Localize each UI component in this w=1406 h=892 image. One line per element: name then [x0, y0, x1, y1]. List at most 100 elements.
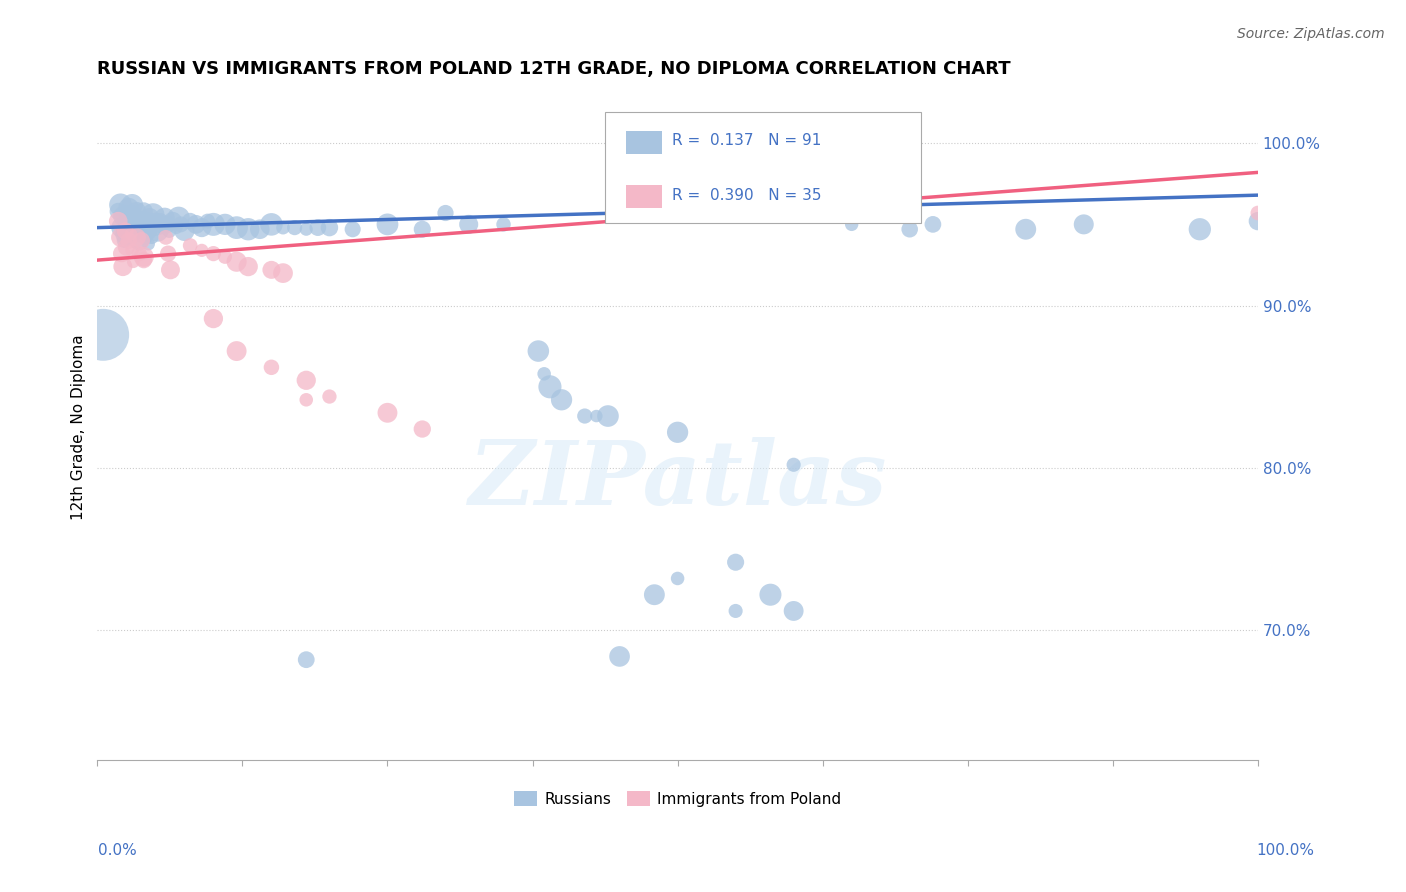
- Point: [492, 218, 515, 232]
- Point: [132, 253, 155, 268]
- Point: [131, 224, 153, 238]
- Point: [260, 218, 283, 232]
- Point: [162, 214, 184, 228]
- Point: [110, 230, 132, 244]
- Point: [124, 220, 146, 235]
- Point: [318, 220, 340, 235]
- Point: [527, 344, 550, 359]
- Point: [377, 406, 399, 420]
- Point: [131, 234, 153, 248]
- Text: ZIPatlas: ZIPatlas: [470, 437, 886, 524]
- Point: [111, 260, 134, 274]
- Point: [596, 409, 619, 423]
- Point: [117, 214, 139, 228]
- Point: [666, 425, 689, 440]
- Point: [136, 224, 159, 238]
- Point: [125, 230, 148, 244]
- Point: [112, 234, 135, 248]
- Point: [124, 208, 146, 222]
- Point: [643, 588, 665, 602]
- Point: [121, 218, 143, 232]
- Point: [782, 604, 804, 618]
- Text: 100.0%: 100.0%: [1257, 843, 1315, 858]
- Point: [284, 220, 307, 235]
- Text: R =  0.137   N = 91: R = 0.137 N = 91: [672, 134, 821, 148]
- Point: [173, 224, 195, 238]
- Text: RUSSIAN VS IMMIGRANTS FROM POLAND 12TH GRADE, NO DIPLOMA CORRELATION CHART: RUSSIAN VS IMMIGRANTS FROM POLAND 12TH G…: [97, 60, 1011, 78]
- Point: [1073, 218, 1095, 232]
- Point: [318, 390, 340, 404]
- Point: [260, 360, 283, 375]
- Text: R =  0.390   N = 35: R = 0.390 N = 35: [672, 188, 821, 202]
- Point: [179, 238, 201, 252]
- Point: [1188, 222, 1211, 236]
- Point: [170, 218, 193, 232]
- Point: [91, 327, 114, 342]
- Point: [202, 311, 225, 326]
- Point: [132, 220, 155, 235]
- Point: [225, 220, 247, 235]
- Point: [898, 222, 921, 236]
- Point: [191, 220, 214, 235]
- Point: [155, 230, 177, 244]
- Point: [202, 246, 225, 260]
- Point: [411, 422, 433, 436]
- Point: [134, 230, 156, 244]
- Point: [295, 222, 318, 236]
- Point: [139, 220, 162, 235]
- Point: [121, 198, 143, 212]
- Point: [550, 392, 572, 407]
- Point: [225, 344, 247, 359]
- Point: [342, 222, 364, 236]
- Point: [295, 653, 318, 667]
- Point: [1015, 222, 1038, 236]
- Point: [128, 246, 150, 260]
- Point: [122, 227, 145, 241]
- Point: [107, 214, 129, 228]
- Point: [167, 211, 190, 225]
- Point: [141, 230, 163, 244]
- Point: [238, 260, 260, 274]
- Point: [184, 218, 207, 232]
- Point: [149, 214, 172, 228]
- Point: [142, 208, 165, 222]
- Point: [271, 220, 294, 235]
- Point: [115, 240, 138, 254]
- Point: [724, 604, 747, 618]
- Y-axis label: 12th Grade, No Diploma: 12th Grade, No Diploma: [72, 334, 86, 520]
- Point: [295, 373, 318, 387]
- Point: [157, 246, 180, 260]
- Point: [214, 250, 236, 264]
- Point: [159, 263, 181, 277]
- Point: [153, 211, 176, 225]
- Point: [434, 206, 457, 220]
- Point: [127, 227, 149, 241]
- Point: [129, 211, 152, 225]
- Point: [197, 214, 219, 228]
- Point: [841, 218, 863, 232]
- Point: [377, 218, 399, 232]
- Point: [127, 214, 149, 228]
- Point: [202, 218, 225, 232]
- Point: [114, 214, 136, 228]
- Point: [114, 224, 136, 238]
- Point: [121, 244, 143, 258]
- Point: [128, 234, 150, 248]
- Point: [922, 218, 945, 232]
- Legend: Russians, Immigrants from Poland: Russians, Immigrants from Poland: [508, 784, 848, 813]
- Point: [609, 649, 631, 664]
- Point: [179, 214, 201, 228]
- Point: [214, 218, 236, 232]
- Point: [132, 250, 155, 264]
- Point: [457, 218, 479, 232]
- Point: [118, 234, 141, 248]
- Point: [238, 222, 260, 236]
- Point: [1247, 206, 1270, 220]
- Point: [122, 254, 145, 268]
- Point: [411, 222, 433, 236]
- Point: [724, 555, 747, 569]
- Point: [115, 204, 138, 219]
- Point: [165, 220, 187, 235]
- Point: [271, 266, 294, 280]
- Point: [782, 458, 804, 472]
